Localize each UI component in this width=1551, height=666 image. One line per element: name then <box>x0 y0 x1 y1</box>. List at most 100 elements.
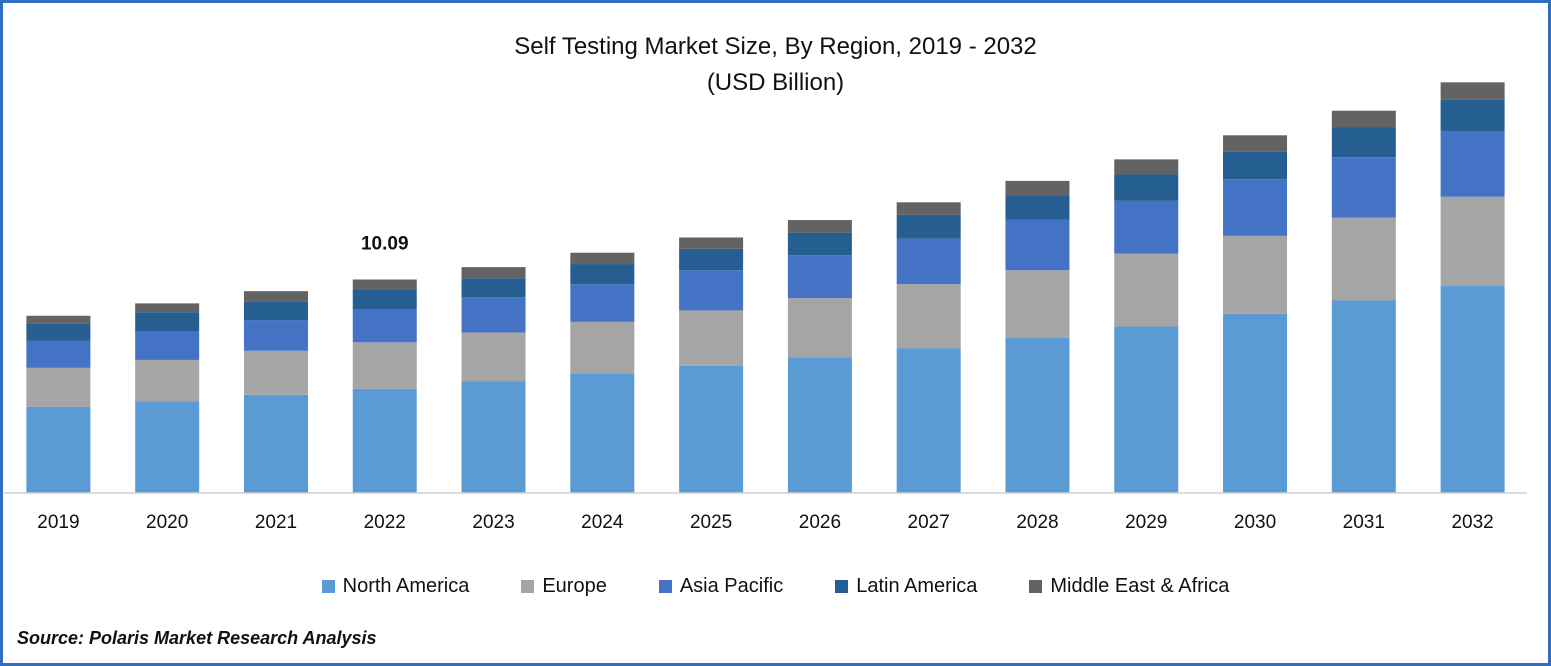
x-tick-label-2028: 2028 <box>1016 512 1058 533</box>
bar-segment-2022-north-america <box>352 388 417 493</box>
bar-segment-2031-north-america <box>1331 300 1396 493</box>
legend-swatch-north-america <box>321 580 335 593</box>
legend-label-asia-pacific: Asia Pacific <box>679 575 784 597</box>
chart-legend: North America Europe Asia Pacific Latin Ame… <box>0 575 1551 598</box>
bar-segment-2027-europe <box>896 283 961 349</box>
source-note: Source: Polaris Market Research Analysis <box>17 628 377 648</box>
bar-segment-2022-latin-america <box>352 289 417 310</box>
bar-segment-2025-europe <box>679 310 744 366</box>
legend-item-middle-east-africa: Middle East & Africa <box>1029 575 1229 598</box>
bar-segment-2032-asia-pacific <box>1440 131 1505 197</box>
bar-segment-2020-middle-east-africa <box>135 303 200 313</box>
x-tick-label-2022: 2022 <box>364 512 406 533</box>
bar-segment-2032-latin-america <box>1440 99 1505 132</box>
bar-segment-2028-north-america <box>1005 338 1070 493</box>
bar-segment-2021-north-america <box>243 394 308 493</box>
bar-segment-2022-middle-east-africa <box>352 279 417 290</box>
bar-segment-2029-north-america <box>1114 326 1179 493</box>
legend-swatch-asia-pacific <box>658 580 672 593</box>
bar-segment-2021-europe <box>243 350 308 395</box>
bar-segment-2021-asia-pacific <box>243 320 308 351</box>
bar-segment-2028-middle-east-africa <box>1005 180 1070 196</box>
x-tick-label-2030: 2030 <box>1234 512 1276 533</box>
bar-segment-2028-asia-pacific <box>1005 219 1070 271</box>
legend-item-latin-america: Latin America <box>835 575 977 598</box>
bar-segment-2030-middle-east-africa <box>1223 135 1288 152</box>
bar-segment-2027-latin-america <box>896 214 961 239</box>
bar-segment-2019-north-america <box>26 406 91 493</box>
bar-segment-2020-europe <box>135 359 200 402</box>
x-tick-label-2025: 2025 <box>690 512 732 533</box>
bar-segment-2019-latin-america <box>26 323 91 341</box>
bar-segment-2022-europe <box>352 342 417 389</box>
bar-segment-2026-asia-pacific <box>787 255 852 298</box>
bar-segment-2030-asia-pacific <box>1223 179 1288 236</box>
bar-segment-2026-latin-america <box>787 232 852 256</box>
bar-segment-2032-europe <box>1440 196 1505 286</box>
bar-segment-2031-europe <box>1331 217 1396 301</box>
bar-segment-2027-middle-east-africa <box>896 202 961 215</box>
bar-segment-2023-middle-east-africa <box>461 267 526 279</box>
bar-segment-2025-latin-america <box>679 248 744 271</box>
bar-segment-2027-north-america <box>896 348 961 493</box>
bar-segment-2030-north-america <box>1223 313 1288 493</box>
bar-segment-2032-north-america <box>1440 285 1505 493</box>
bar-segment-2030-latin-america <box>1223 151 1288 180</box>
bar-segment-2029-middle-east-africa <box>1114 159 1179 175</box>
bar-segment-2031-latin-america <box>1331 127 1396 158</box>
bar-segment-2019-asia-pacific <box>26 340 91 368</box>
bar-segment-2030-europe <box>1223 235 1288 314</box>
bar-segment-2022-asia-pacific <box>352 309 417 343</box>
bar-segment-2023-europe <box>461 332 526 382</box>
legend-label-latin-america: Latin America <box>856 575 978 597</box>
x-tick-label-2031: 2031 <box>1343 512 1385 533</box>
bar-segment-2021-latin-america <box>243 301 308 321</box>
legend-swatch-latin-america <box>835 580 849 593</box>
bar-segment-2024-north-america <box>570 373 635 493</box>
data-labels: 10.09 <box>361 233 409 254</box>
x-tick-label-2021: 2021 <box>255 512 297 533</box>
bar-segment-2023-north-america <box>461 381 526 493</box>
bar-segment-2029-europe <box>1114 253 1179 327</box>
bar-segment-2020-north-america <box>135 401 200 493</box>
x-tick-label-2019: 2019 <box>37 512 79 533</box>
bar-segment-2025-north-america <box>679 365 744 493</box>
bar-segment-2029-asia-pacific <box>1114 200 1179 254</box>
bar-segment-2024-asia-pacific <box>570 284 635 322</box>
bar-segment-2023-latin-america <box>461 278 526 298</box>
legend-label-north-america: North America <box>342 575 470 597</box>
bar-segment-2019-europe <box>26 367 91 407</box>
legend-item-europe: Europe <box>521 575 607 598</box>
bar-segment-2028-latin-america <box>1005 195 1070 220</box>
x-tick-label-2026: 2026 <box>799 512 841 533</box>
data-label-2022: 10.09 <box>361 233 409 254</box>
bar-segment-2019-middle-east-africa <box>26 315 91 324</box>
bar-segment-2026-europe <box>787 297 852 358</box>
bars-group <box>26 82 1505 493</box>
x-tick-label-2029: 2029 <box>1125 512 1167 533</box>
bar-segment-2024-europe <box>570 321 635 374</box>
x-tick-label-2027: 2027 <box>908 512 950 533</box>
bar-segment-2024-middle-east-africa <box>570 252 635 265</box>
bar-segment-2026-north-america <box>787 357 852 493</box>
bar-segment-2025-asia-pacific <box>679 270 744 311</box>
x-tick-labels: 2019 2020 2021 2022 2023 2024 2025 2026 2027 2028… <box>37 512 1493 533</box>
legend-label-europe: Europe <box>542 575 607 597</box>
bar-segment-2029-latin-america <box>1114 174 1179 201</box>
legend-item-north-america: North America <box>321 575 470 598</box>
bar-segment-2027-asia-pacific <box>896 238 961 284</box>
bar-segment-2026-middle-east-africa <box>787 220 852 233</box>
bar-segment-2032-middle-east-africa <box>1440 82 1505 100</box>
x-tick-label-2023: 2023 <box>472 512 514 533</box>
x-tick-label-2032: 2032 <box>1451 512 1493 533</box>
bar-segment-2028-europe <box>1005 270 1070 339</box>
x-tick-label-2020: 2020 <box>146 512 188 533</box>
bar-segment-2023-asia-pacific <box>461 297 526 333</box>
bar-segment-2021-middle-east-africa <box>243 291 308 302</box>
legend-swatch-europe <box>521 580 535 593</box>
legend-swatch-middle-east-africa <box>1029 580 1043 593</box>
bar-segment-2031-middle-east-africa <box>1331 110 1396 128</box>
bar-segment-2020-latin-america <box>135 312 200 332</box>
chart-subtitle: (USD Billion) <box>706 69 845 96</box>
